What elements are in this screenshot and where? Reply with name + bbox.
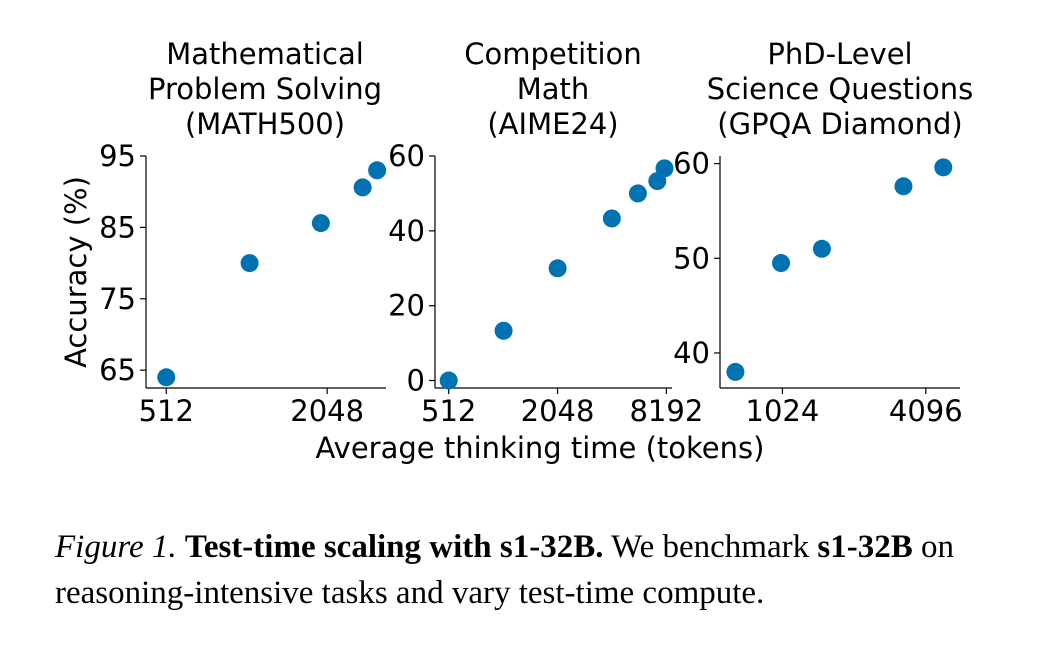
panel-title-line: (MATH500) bbox=[185, 107, 345, 141]
x-tick-label: 1024 bbox=[746, 394, 820, 428]
y-tick-label: 65 bbox=[99, 353, 136, 387]
y-tick-label: 40 bbox=[673, 336, 710, 370]
y-tick-label: 95 bbox=[99, 139, 136, 173]
data-point bbox=[353, 178, 372, 197]
panel-title-line: Mathematical bbox=[166, 37, 364, 71]
caption-text-2: on reasoning-intensive tasks and vary te… bbox=[55, 529, 954, 611]
y-tick-label: 60 bbox=[673, 147, 710, 181]
panel-title-line: (AIME24) bbox=[487, 107, 618, 141]
panel-title-line: Competition bbox=[464, 37, 641, 71]
data-point bbox=[894, 177, 913, 196]
data-point bbox=[812, 239, 831, 258]
data-point bbox=[934, 158, 953, 177]
data-point bbox=[548, 259, 567, 278]
panel-1: Mathematical Problem Solving (MATH500) 65 75… bbox=[59, 37, 387, 428]
data-point bbox=[157, 368, 176, 387]
data-point bbox=[772, 254, 791, 273]
caption-bold-model: s1-32B bbox=[817, 529, 913, 565]
data-point bbox=[240, 254, 259, 273]
y-tick-label: 20 bbox=[388, 289, 425, 323]
panel-title: Competition Math (AIME24) bbox=[464, 37, 641, 141]
data-point bbox=[655, 159, 674, 178]
y-tick-label: 60 bbox=[388, 139, 425, 173]
data-point bbox=[311, 214, 330, 233]
data-point bbox=[602, 209, 621, 228]
y-tick-label: 75 bbox=[99, 282, 136, 316]
y-tick-label: 50 bbox=[673, 241, 710, 275]
figure-caption: Figure 1. Test-time scaling with s1-32B.… bbox=[55, 524, 1045, 616]
caption-label: Figure 1. bbox=[55, 529, 177, 565]
panel-title-line: Science Questions bbox=[707, 72, 973, 106]
data-point bbox=[439, 371, 458, 390]
scatter-chart-figure: Mathematical Problem Solving (MATH500) 65 75… bbox=[59, 37, 973, 465]
caption-text-1: We benchmark bbox=[611, 529, 810, 565]
panel-title-line: (GPQA Diamond) bbox=[717, 107, 962, 141]
caption-bold-title: Test-time scaling with s1-32B. bbox=[184, 529, 604, 565]
data-point bbox=[494, 321, 513, 340]
y-tick-label: 0 bbox=[407, 364, 425, 398]
data-point bbox=[368, 161, 387, 180]
y-axis-label: Accuracy (%) bbox=[59, 176, 93, 368]
panel-title: Mathematical Problem Solving (MATH500) bbox=[148, 37, 382, 141]
x-tick-label: 8192 bbox=[629, 394, 703, 428]
panel-3: PhD-Level Science Questions (GPQA Diamond)… bbox=[673, 37, 973, 428]
y-tick-label: 85 bbox=[99, 210, 136, 244]
x-tick-label: 2048 bbox=[290, 394, 364, 428]
panel-title: PhD-Level Science Questions (GPQA Diamond) bbox=[707, 37, 973, 141]
x-axis-label: Average thinking time (tokens) bbox=[316, 431, 765, 465]
x-tick-label: 2048 bbox=[521, 394, 595, 428]
data-point bbox=[726, 362, 745, 381]
y-tick-label: 40 bbox=[388, 214, 425, 248]
panel-title-line: Problem Solving bbox=[148, 72, 382, 106]
panel-title-line: PhD-Level bbox=[767, 37, 912, 71]
x-tick-label: 4096 bbox=[889, 394, 963, 428]
x-tick-label: 512 bbox=[139, 394, 194, 428]
x-tick-label: 512 bbox=[421, 394, 476, 428]
data-point bbox=[628, 184, 647, 203]
panel-2: Competition Math (AIME24) 0 20 40 60 512 2048 819… bbox=[388, 37, 703, 428]
panel-title-line: Math bbox=[517, 72, 590, 106]
